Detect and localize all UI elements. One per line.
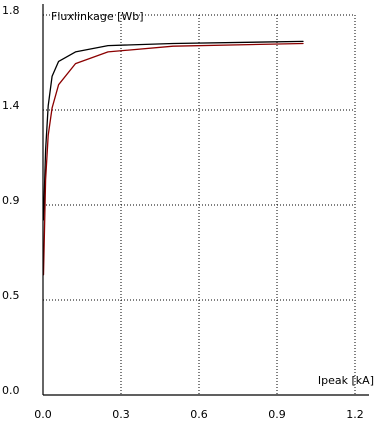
x-tick-labels: 0.0 0.3 0.6 0.9 1.2 <box>34 408 364 421</box>
series-group <box>42 40 304 276</box>
y-axis-title: Fluxlinkage [Wb] <box>51 10 144 23</box>
x-tick-label: 0.9 <box>268 408 286 421</box>
x-tick-label: 0.0 <box>34 408 52 421</box>
x-tick-label: 0.3 <box>112 408 130 421</box>
x-tick-label: 1.2 <box>346 408 364 421</box>
y-tick-label: 1.4 <box>2 99 20 112</box>
y-tick-label: 0.0 <box>2 384 20 397</box>
y-tick-labels: 0.0 0.5 0.9 1.4 1.8 <box>2 4 20 397</box>
x-tick-label: 0.6 <box>190 408 208 421</box>
y-tick-label: 1.8 <box>2 4 20 17</box>
y-tick-label: 0.9 <box>2 194 20 207</box>
x-axis-title: Ipeak [kA] <box>318 374 374 387</box>
axes <box>42 4 369 396</box>
grid <box>43 14 356 395</box>
series-line-1 <box>42 40 304 221</box>
series-line-2 <box>42 42 304 276</box>
y-tick-label: 0.5 <box>2 289 20 302</box>
